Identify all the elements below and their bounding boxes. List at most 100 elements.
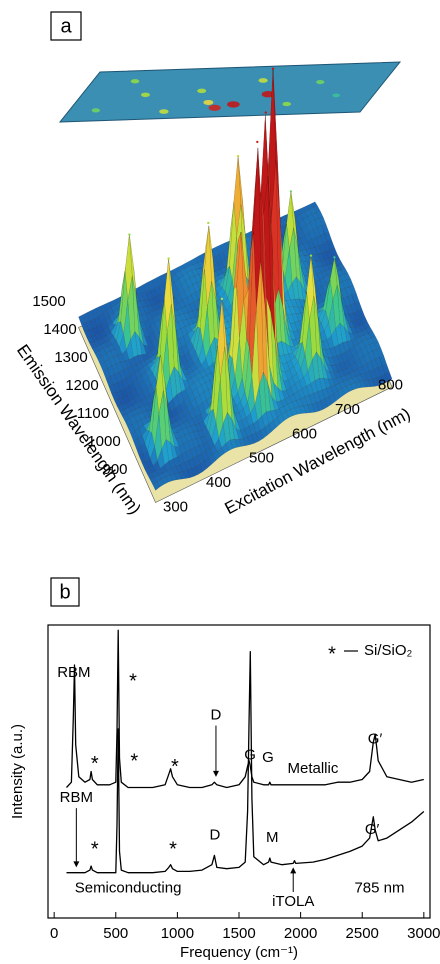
annotation: iTOLA: [272, 893, 314, 910]
surface-cell: [118, 397, 126, 406]
projection-plane: [58, 61, 402, 123]
annotation: G′: [368, 731, 383, 748]
arrow-head: [73, 861, 80, 868]
annotation: *: [129, 671, 137, 693]
surface-cell: [297, 247, 306, 292]
projected-peak: [130, 79, 140, 84]
surface-cell: [144, 430, 153, 452]
y-tick-label: 1200: [65, 377, 98, 394]
surface-cell: [125, 418, 133, 428]
surface-cell: [323, 378, 331, 389]
surface-cell: [118, 369, 127, 381]
surface-cell: [179, 290, 187, 301]
x-tick-label: 600: [292, 425, 317, 442]
peak-apex: [159, 352, 162, 356]
surface-cell: [284, 249, 293, 293]
peak-apex: [167, 257, 170, 260]
surface-cell: [91, 308, 99, 320]
surface-cell: [119, 409, 128, 417]
surface-cell: [320, 358, 329, 380]
annotation: RBM: [60, 789, 93, 806]
surface-cell: [105, 376, 114, 387]
x-tick-label: 800: [378, 376, 403, 393]
surface-cell: [210, 345, 218, 412]
surface-cell: [363, 379, 371, 388]
surface-cell: [299, 291, 307, 345]
surface-cell: [232, 286, 240, 378]
legend-symbol: *: [328, 643, 336, 665]
surface-cell: [126, 338, 134, 360]
surface-cell: [341, 386, 350, 395]
surface-cell: [237, 377, 246, 402]
surface-cell: [97, 355, 105, 366]
surface-cell: [319, 330, 328, 342]
surface-cell: [146, 305, 155, 313]
surface-cell: [282, 362, 290, 373]
surface-cell: [212, 450, 221, 461]
surface-cell: [108, 300, 116, 309]
projected-peak: [197, 88, 207, 94]
projected-peak: [316, 79, 325, 85]
surface-cell: [379, 355, 387, 366]
x-tick-label: 500: [249, 450, 274, 467]
surface-cell: [382, 363, 390, 375]
surface-cell: [127, 276, 136, 341]
plot-frame: [47, 624, 431, 919]
y-tick-label: 900: [102, 461, 127, 478]
surface-cell: [139, 405, 148, 413]
surface-cell: [298, 405, 307, 414]
surface-cell: [277, 414, 285, 425]
peak-apex: [256, 140, 259, 144]
peak-apex: [128, 233, 131, 236]
annotation: *: [171, 756, 179, 778]
projected-peak: [282, 101, 292, 107]
x-tick-label: 500: [103, 925, 128, 942]
y-tick-label: 1300: [54, 349, 87, 366]
panel-label: a: [60, 15, 72, 37]
projected-peak: [91, 108, 101, 113]
surface-cell: [355, 359, 363, 370]
surface-cell: [154, 285, 162, 297]
surface-cell: [108, 322, 116, 333]
legend-label: Si/SiO₂: [364, 642, 413, 659]
y-tick-label: 1500: [32, 293, 65, 310]
surface-cell: [264, 423, 272, 436]
surface-cell: [317, 303, 325, 312]
surface-cell: [251, 432, 259, 444]
annotation: 785 nm: [354, 880, 404, 897]
peak-apex: [236, 154, 240, 158]
surface-cell: [215, 284, 223, 294]
surface-cell: [261, 411, 270, 428]
surface-cell: [285, 343, 293, 355]
surface-cell: [183, 333, 191, 345]
x-tick-label: 0: [50, 925, 58, 942]
surface-cell: [336, 376, 344, 384]
surface-cell: [171, 466, 179, 475]
surface-cell: [165, 475, 173, 483]
surface-cell: [368, 331, 376, 338]
surface-cell: [117, 380, 125, 392]
surface-cell: [226, 305, 234, 316]
surface-cell: [266, 297, 274, 383]
surface-cell: [83, 330, 92, 338]
surface-cell: [327, 357, 336, 366]
surface-cell: [100, 361, 108, 373]
x-axis-label: Frequency (cm⁻¹): [180, 944, 298, 961]
projected-peak: [332, 93, 340, 98]
x-tick-label: 1500: [222, 925, 255, 942]
surface-cell: [93, 340, 102, 347]
annotation: RBM: [57, 664, 90, 681]
spectra-panel: 0 500 1000 1500 2000 2500 3000 Frequency (cm⁻¹)…: [9, 624, 440, 961]
surface-cell: [255, 430, 264, 442]
surface-cell: [133, 438, 141, 449]
spectrum-line: [66, 629, 424, 789]
x-tick-label: 1000: [161, 925, 194, 942]
annotation: *: [169, 838, 177, 860]
peak-apex: [333, 256, 336, 259]
annotation: G: [262, 749, 274, 766]
surface-cell: [274, 408, 282, 418]
surface-cell: [315, 211, 324, 219]
surface-cell: [138, 454, 147, 463]
surface-cell: [328, 393, 337, 405]
